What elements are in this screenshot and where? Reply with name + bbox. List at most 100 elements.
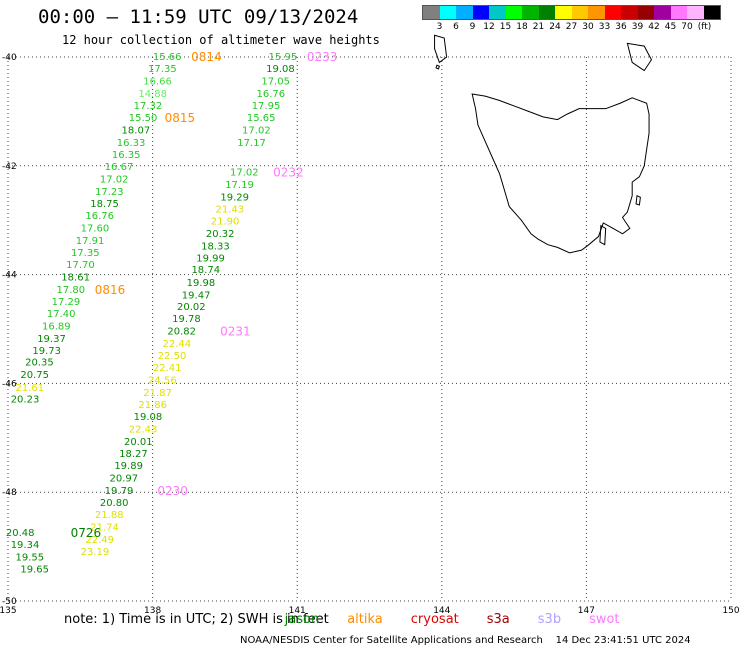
longitude-label: 150 — [722, 606, 739, 616]
wave-height-label: 17.02 — [230, 167, 259, 178]
wave-height-label: 19.65 — [20, 564, 49, 575]
wave-height-label: 17.95 — [252, 101, 281, 112]
wave-height-label: 16.66 — [143, 76, 172, 87]
legend-swatch — [522, 6, 539, 19]
wave-height-label: 16.67 — [105, 162, 134, 173]
wave-height-label: 17.35 — [71, 248, 100, 259]
legend-swatch — [588, 6, 605, 19]
wave-height-label: 15.95 — [269, 52, 298, 63]
wave-height-label: 19.79 — [105, 486, 134, 497]
wave-height-label: 20.02 — [177, 302, 206, 313]
island-king — [434, 34, 448, 64]
wave-height-label: 22.50 — [158, 351, 187, 362]
longitude-label: 138 — [144, 606, 161, 616]
island-bruny — [599, 224, 607, 246]
wave-height-label: 23.19 — [81, 547, 110, 558]
map-subtitle: 12 hour collection of altimeter wave hei… — [62, 33, 380, 47]
coastline-tasmania — [471, 93, 650, 254]
wave-height-label: 21.90 — [211, 216, 240, 227]
wave-height-label: 22.41 — [153, 363, 182, 374]
satellite-s3b: s3b — [537, 612, 562, 627]
wave-height-label: 17.05 — [261, 76, 290, 87]
legend-label: 39 — [631, 22, 644, 32]
legend-swatch — [538, 6, 555, 19]
map-title: 00:00 – 11:59 UTC 09/13/2024 — [38, 6, 359, 28]
wave-height-label: 20.35 — [25, 358, 54, 369]
wave-height-label: 17.17 — [237, 138, 266, 149]
latitude-label: -50 — [2, 597, 17, 607]
satellite-altika: altika — [347, 612, 383, 627]
wave-height-label: 17.70 — [66, 260, 95, 271]
wave-height-label: 24.56 — [148, 376, 177, 387]
wave-height-label: 20.32 — [206, 229, 235, 240]
legend-swatch — [555, 6, 572, 19]
wave-height-label: 19.08 — [266, 64, 295, 75]
legend-label: 12 — [483, 22, 495, 32]
wave-height-label: 19.78 — [172, 314, 201, 325]
wave-height-label: 17.80 — [56, 285, 85, 296]
wave-height-label: 17.29 — [52, 297, 81, 308]
wave-height-label: 22.49 — [85, 535, 114, 546]
wave-height-label: 19.29 — [220, 192, 249, 203]
legend-swatch — [472, 6, 489, 19]
wave-height-label: 17.32 — [134, 101, 163, 112]
wave-height-label: 18.74 — [191, 265, 220, 276]
wave-height-label: 22.44 — [163, 339, 192, 350]
pass-label: 0230 — [157, 484, 188, 498]
wave-height-label: 19.89 — [114, 461, 143, 472]
legend-swatch — [505, 6, 522, 19]
wave-height-label: 19.08 — [134, 412, 163, 423]
satellite-cryosat: cryosat — [410, 612, 459, 627]
legend-swatch — [687, 6, 704, 19]
pass-label: 0815 — [165, 111, 196, 125]
legend-label: 36 — [615, 22, 627, 32]
legend-label: 18 — [516, 22, 528, 32]
legend-label: 9 — [469, 22, 476, 32]
latitude-label: -46 — [2, 379, 17, 389]
wave-height-label: 17.19 — [225, 180, 254, 191]
legend-label: 30 — [582, 22, 594, 32]
latitude-label: -48 — [2, 488, 17, 498]
legend-swatch — [703, 6, 720, 19]
legend-label: 70 — [681, 22, 693, 32]
wave-height-label: 21.87 — [143, 388, 172, 399]
wave-height-label: 17.23 — [95, 187, 124, 198]
legend-swatch — [637, 6, 654, 19]
wave-height-label: 20.75 — [20, 370, 49, 381]
wave-height-label: 21.74 — [90, 523, 119, 534]
wave-height-label: 18.75 — [90, 199, 119, 210]
wave-height-label: 20.48 — [6, 528, 35, 539]
longitude-label: 135 — [0, 606, 17, 616]
pass-label: 0232 — [273, 165, 304, 179]
footer-timestamp: 14 Dec 23:41:51 UTC 2024 — [555, 635, 691, 646]
legend-label: 33 — [598, 22, 611, 32]
legend-label: 27 — [565, 22, 578, 32]
pass-label: 0814 — [191, 50, 222, 64]
wave-height-label: 17.91 — [76, 236, 105, 247]
pass-label: 0231 — [220, 325, 251, 339]
wave-height-label: 17.60 — [81, 223, 110, 234]
legend-swatches — [422, 5, 721, 20]
island-small — [435, 64, 441, 70]
wave-height-label: 17.40 — [47, 309, 76, 320]
wave-height-label: 21.61 — [16, 383, 45, 394]
legend-swatch — [621, 6, 638, 19]
wave-height-label: 16.35 — [112, 150, 141, 161]
footer-credit: NOAA/NESDIS Center for Satellite Applica… — [240, 635, 543, 646]
legend-swatch — [670, 6, 687, 19]
wave-height-label: 18.33 — [201, 241, 230, 252]
island-flinders — [626, 42, 653, 72]
wave-height-label: 18.07 — [122, 125, 151, 136]
wave-height-label: 15.66 — [153, 52, 182, 63]
wave-height-label: 20.80 — [100, 498, 129, 509]
wave-height-label: 17.02 — [100, 174, 129, 185]
wave-height-label: 19.47 — [182, 290, 211, 301]
wave-height-label: 16.89 — [42, 321, 71, 332]
satellite-swot: swot — [589, 612, 620, 627]
legend-swatch — [489, 6, 506, 19]
color-legend: 3 6 9 12 15 18 21 24 27 30 33 36 39 42 45 70 (ft) — [422, 5, 721, 34]
wave-height-label: 20.23 — [11, 395, 40, 406]
legend-unit: (ft) — [697, 22, 712, 32]
latitude-label: -42 — [2, 162, 17, 172]
